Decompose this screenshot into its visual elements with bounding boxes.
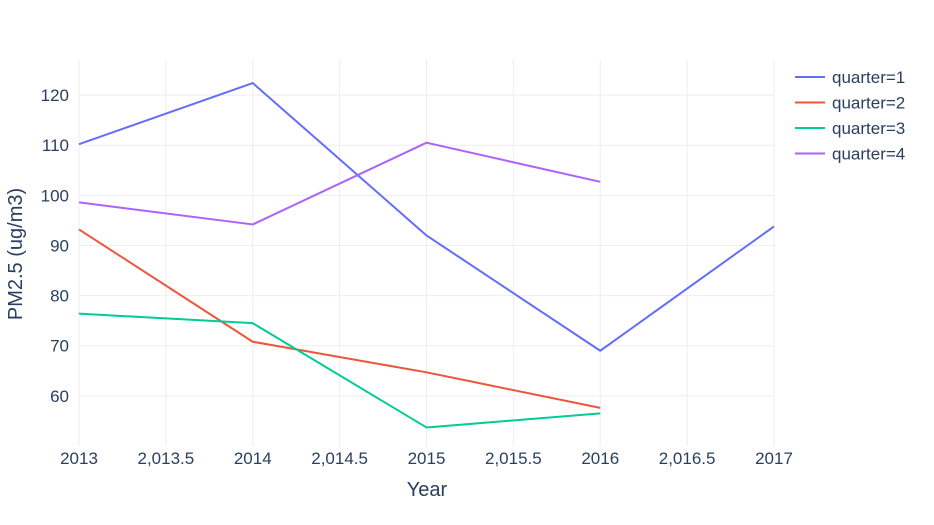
y-tick-label: 90 xyxy=(50,236,69,255)
legend-item-quarter-1[interactable]: quarter=1 xyxy=(795,68,905,87)
series-line-quarter-2 xyxy=(78,228,601,409)
y-axis-title: PM2.5 (ug/m3) xyxy=(5,188,27,320)
x-tick-label: 2017 xyxy=(755,449,793,468)
x-tick-label: 2,013.5 xyxy=(138,449,195,468)
y-tick-label: 100 xyxy=(41,186,69,205)
x-gridlines xyxy=(78,60,775,446)
x-axis-title: Year xyxy=(407,479,448,501)
legend-label: quarter=4 xyxy=(832,145,905,164)
legend-item-quarter-2[interactable]: quarter=2 xyxy=(795,94,905,113)
series-line-quarter-4 xyxy=(78,141,601,226)
legend[interactable]: quarter=1 quarter=2 quarter=3 quarter=4 xyxy=(795,68,905,164)
y-tick-label: 120 xyxy=(41,86,69,105)
x-tick-label: 2016 xyxy=(581,449,619,468)
series-lines xyxy=(78,82,775,429)
x-tick-label: 2014 xyxy=(234,449,272,468)
series-line-quarter-3 xyxy=(78,312,601,429)
y-tick-labels: 60 70 80 90 100 110 120 xyxy=(41,86,69,406)
x-tick-label: 2013 xyxy=(60,449,98,468)
legend-label: quarter=3 xyxy=(832,119,905,138)
y-tick-label: 60 xyxy=(50,387,69,406)
legend-label: quarter=2 xyxy=(832,94,905,113)
y-tick-label: 80 xyxy=(50,287,69,306)
x-tick-label: 2,016.5 xyxy=(659,449,716,468)
x-tick-label: 2,014.5 xyxy=(311,449,368,468)
series-line-quarter-1 xyxy=(78,82,775,352)
x-tick-labels: 2013 2,013.5 2014 2,014.5 2015 2,015.5 2016 2,0… xyxy=(60,449,793,468)
y-gridlines xyxy=(79,94,774,397)
y-tick-label: 70 xyxy=(50,337,69,356)
y-tick-label: 110 xyxy=(42,136,69,155)
legend-item-quarter-3[interactable]: quarter=3 xyxy=(795,119,905,138)
x-tick-label: 2015 xyxy=(408,449,446,468)
legend-label: quarter=1 xyxy=(832,68,905,87)
x-tick-label: 2,015.5 xyxy=(485,449,542,468)
legend-item-quarter-4[interactable]: quarter=4 xyxy=(795,145,905,164)
